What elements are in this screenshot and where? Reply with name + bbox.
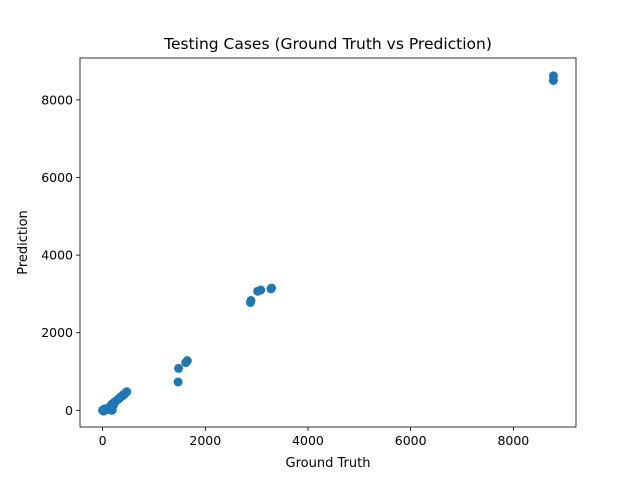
y-tick-label: 4000 [41, 248, 73, 263]
x-tick-label: 8000 [497, 433, 529, 448]
x-axis-label: Ground Truth [286, 456, 371, 471]
y-tick-label: 2000 [41, 325, 73, 340]
plot-frame [79, 57, 577, 428]
y-tick-label: 8000 [41, 92, 73, 107]
ticks-layer: 0 2000 4000 6000 8000 0 2000 4000 6000 8000 [41, 92, 529, 448]
x-tick-label: 4000 [292, 433, 324, 448]
data-point [548, 71, 558, 81]
y-axis-label: Prediction [16, 210, 31, 275]
data-point [267, 283, 277, 293]
data-point [182, 356, 192, 366]
data-point [173, 377, 183, 387]
data-point [122, 387, 132, 397]
x-tick-label: 0 [99, 433, 107, 448]
chart-title: Testing Cases (Ground Truth vs Predictio… [163, 35, 492, 53]
data-point [256, 285, 266, 295]
y-tick-label: 6000 [41, 170, 73, 185]
points-layer [98, 71, 558, 416]
y-tick-label: 0 [65, 403, 73, 418]
data-point [246, 296, 256, 306]
x-tick-label: 2000 [189, 433, 221, 448]
x-tick-label: 6000 [395, 433, 427, 448]
data-point [174, 363, 184, 373]
